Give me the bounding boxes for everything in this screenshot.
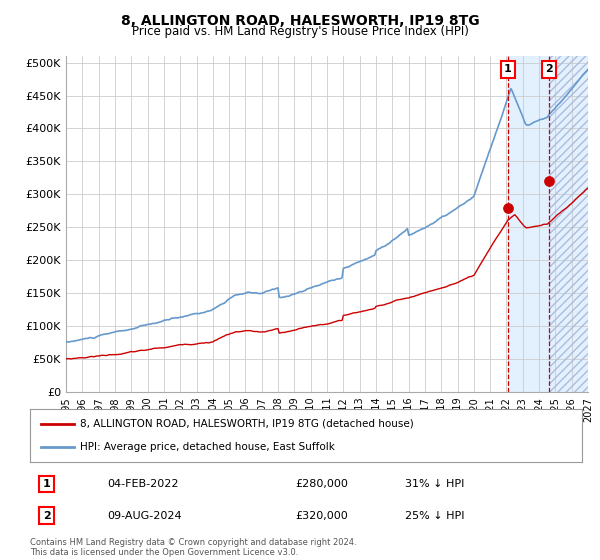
- Text: 2: 2: [545, 64, 553, 74]
- Text: HPI: Average price, detached house, East Suffolk: HPI: Average price, detached house, East…: [80, 442, 335, 452]
- Point: [503, 203, 513, 212]
- Text: £280,000: £280,000: [295, 479, 348, 489]
- Text: 09-AUG-2024: 09-AUG-2024: [107, 511, 182, 521]
- Text: 25% ↓ HPI: 25% ↓ HPI: [406, 511, 465, 521]
- Bar: [549, 56, 588, 392]
- Text: Price paid vs. HM Land Registry's House Price Index (HPI): Price paid vs. HM Land Registry's House …: [131, 25, 469, 38]
- Text: Contains HM Land Registry data © Crown copyright and database right 2024.
This d: Contains HM Land Registry data © Crown c…: [30, 538, 356, 557]
- Text: 04-FEB-2022: 04-FEB-2022: [107, 479, 179, 489]
- Text: 1: 1: [504, 64, 512, 74]
- Text: £320,000: £320,000: [295, 511, 348, 521]
- Text: 31% ↓ HPI: 31% ↓ HPI: [406, 479, 465, 489]
- Bar: [508, 56, 549, 392]
- Point: [544, 177, 554, 186]
- Text: 2: 2: [43, 511, 50, 521]
- Text: 8, ALLINGTON ROAD, HALESWORTH, IP19 8TG: 8, ALLINGTON ROAD, HALESWORTH, IP19 8TG: [121, 14, 479, 28]
- Text: 8, ALLINGTON ROAD, HALESWORTH, IP19 8TG (detached house): 8, ALLINGTON ROAD, HALESWORTH, IP19 8TG …: [80, 419, 413, 429]
- Bar: [549, 56, 588, 392]
- Text: 1: 1: [43, 479, 50, 489]
